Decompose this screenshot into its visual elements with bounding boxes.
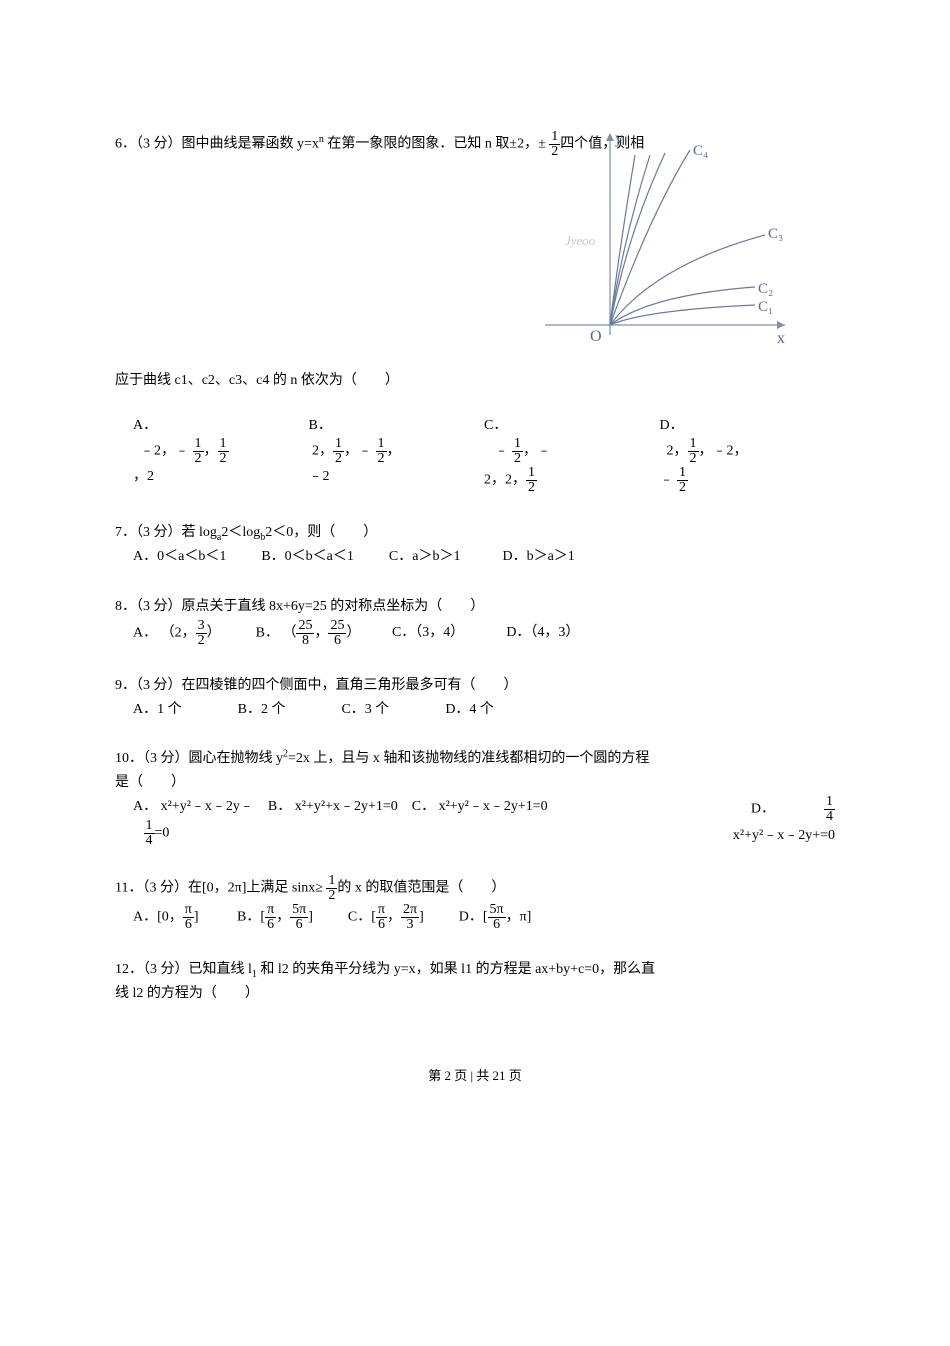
q11-opt-c: C．[π6，2π3] (348, 903, 424, 932)
q10-d-label: D． (751, 802, 775, 817)
q10-opt-c: C． x²+y²﹣x﹣2y+1=0 (412, 795, 548, 819)
q10-c-label: C． (412, 799, 435, 814)
q10-d-end: =0 (820, 828, 835, 843)
q6-text-prefix: 6．（3 分）图中曲线是幂函数 y=x (115, 137, 319, 152)
q9-opt-d: D．4 个 (445, 698, 494, 722)
q10-t2: =2x 上，且与 x 轴和该抛物线的准线都相切的一个圆的方程 (288, 751, 649, 766)
q7-t3: 2＜0，则（ ） (265, 525, 377, 540)
q8-opt-c: C．（3，4） (392, 621, 464, 645)
label-c1: C₁ (758, 299, 773, 315)
label-c2: C₂ (758, 281, 773, 297)
question-10: 10．（3 分）圆心在抛物线 y2=2x 上，且与 x 轴和该抛物线的准线都相切… (115, 747, 835, 847)
q10-stem-line2: 是（ ） (115, 771, 835, 795)
curve-c1 (610, 305, 755, 325)
q10-options: A． x²+y²﹣x﹣2y﹣ 14=0 B． x²+y²+x﹣2y+1=0 C．… (115, 795, 835, 848)
question-7: 7．（3 分）若 loga2＜logb2＜0，则（ ） A．0＜a＜b＜1 B．… (115, 521, 835, 569)
origin-label: O (590, 328, 602, 345)
q9-stem: 9．（3 分）在四棱锥的四个侧面中，直角三角形最多可有（ ） (115, 674, 835, 698)
q11-frac: 12 (326, 874, 337, 903)
y-axis-label: y (615, 130, 623, 147)
q10-a-end: =0 (155, 825, 170, 840)
q8-stem: 8．（3 分）原点关于直线 8x+6y=25 的对称点坐标为（ ） (115, 595, 835, 619)
q7-options: A．0＜a＜b＜1 B．0＜b＜a＜1 C．a＞b＞1 D．b＞a＞1 (115, 545, 835, 569)
q7-stem: 7．（3 分）若 loga2＜logb2＜0，则（ ） (115, 521, 835, 545)
q8-opt-d: D．（4，3） (506, 621, 579, 645)
q7-opt-c: C．a＞b＞1 (389, 545, 461, 569)
q11-c-label: C． (348, 909, 371, 924)
q7-opt-d: D．b＞a＞1 (502, 545, 574, 569)
q6-b-label: B． (309, 418, 332, 433)
question-6: 6．（3 分）图中曲线是幂函数 y=xn 在第一象限的图象．已知 n 取±2，±… (115, 130, 835, 495)
q8-a-label: A． (133, 626, 157, 641)
label-c3: C₃ (768, 226, 783, 242)
q8-b-label: B． (256, 626, 279, 641)
q10-b-text: x²+y²+x﹣2y+1=0 (295, 799, 398, 814)
watermark: Jyeoo (565, 233, 596, 248)
q9-opt-a: A．1 个 (133, 698, 182, 722)
q12-stem-line2: 线 l2 的方程为（ ） (115, 982, 835, 1006)
q10-a-text: x²+y²﹣x﹣2y﹣ (161, 799, 254, 814)
q10-opt-d: D． 14 x²+y²﹣x﹣2y+=0 (562, 795, 835, 848)
q10-d-text: x²+y²﹣x﹣2y+ (733, 828, 820, 843)
q11-d-label: D． (459, 909, 483, 924)
q10-opt-a: A． x²+y²﹣x﹣2y﹣ 14=0 (133, 795, 254, 848)
question-12: 12．（3 分）已知直线 l1 和 l2 的夹角平分线为 y=x，如果 l1 的… (115, 958, 835, 1006)
q11-stem: 11．（3 分）在[0，2π]上满足 sinx≥ 12的 x 的取值范围是（ ） (115, 874, 835, 903)
q6-opt-a: A． ﹣2，﹣ 12，12，2 (133, 415, 309, 495)
q6-top-block: 6．（3 分）图中曲线是幂函数 y=xn 在第一象限的图象．已知 n 取±2，±… (115, 130, 835, 415)
q7-t2: 2＜log (221, 525, 260, 540)
q11-t1: 11．（3 分）在[0，2π]上满足 sinx≥ (115, 880, 326, 895)
label-c4: C₄ (693, 143, 708, 159)
q6-c-label: C． (484, 418, 507, 433)
q6-opt-b: B． 2，12，﹣ 12，﹣2 (309, 415, 485, 495)
q9-opt-b: B．2 个 (238, 698, 286, 722)
q10-a-label: A． (133, 799, 157, 814)
q10-c-text: x²+y²﹣x﹣2y+1=0 (439, 799, 548, 814)
q8-opt-b: B． （258，256） (256, 619, 361, 648)
q7-opt-a: A．0＜a＜b＜1 (133, 545, 226, 569)
q12-t1: 12．（3 分）已知直线 l (115, 962, 252, 977)
q11-opt-b: B．[π6，5π6] (237, 903, 313, 932)
page-footer: 第 2 页 | 共 21 页 (115, 1065, 835, 1087)
q10-t1: 10．（3 分）圆心在抛物线 y (115, 751, 283, 766)
q12-stem-line1: 12．（3 分）已知直线 l1 和 l2 的夹角平分线为 y=x，如果 l1 的… (115, 958, 835, 982)
q6-a-label: A． (133, 418, 157, 433)
q11-opt-a: A．[0，π6] (133, 903, 199, 932)
question-11: 11．（3 分）在[0，2π]上满足 sinx≥ 12的 x 的取值范围是（ ）… (115, 874, 835, 932)
x-axis-label: x (777, 330, 785, 347)
q10-b-label: B． (268, 799, 291, 814)
power-function-graph: O y x Jyeoo C₁ C₂ C₃ C₄ (515, 125, 805, 375)
q7-t1: 7．（3 分）若 log (115, 525, 217, 540)
x-axis-arrow (777, 321, 785, 329)
q6-opt-d: D． 2，12，﹣2，﹣ 12 (660, 415, 836, 495)
y-axis-arrow (606, 133, 614, 141)
q7-opt-b: B．0＜b＜a＜1 (261, 545, 354, 569)
curve-c3b (610, 153, 665, 325)
q8-a-v1: 2 (175, 626, 182, 641)
q8-options: A． （2，32） B． （258，256） C．（3，4） D．（4，3） (115, 619, 835, 648)
q9-options: A．1 个 B．2 个 C．3 个 D．4 个 (115, 698, 835, 722)
question-9: 9．（3 分）在四棱锥的四个侧面中，直角三角形最多可有（ ） A．1 个 B．2… (115, 674, 835, 722)
q10-opt-b: B． x²+y²+x﹣2y+1=0 (268, 795, 398, 819)
q11-opt-d: D．[5π6，π] (459, 903, 532, 932)
q6-options: A． ﹣2，﹣ 12，12，2 B． 2，12，﹣ 12，﹣2 C． ﹣ 12，… (115, 415, 835, 495)
q11-a-label: A． (133, 909, 157, 924)
q11-b-label: B． (237, 909, 260, 924)
q6-d-label: D． (660, 418, 684, 433)
q6-opt-c: C． ﹣ 12，﹣2，2，12 (484, 415, 660, 495)
question-8: 8．（3 分）原点关于直线 8x+6y=25 的对称点坐标为（ ） A． （2，… (115, 595, 835, 648)
q11-t2: 的 x 的取值范围是（ ） (337, 880, 505, 895)
q12-t2: 和 l2 的夹角平分线为 y=x，如果 l1 的方程是 ax+by+c=0，那么… (257, 962, 655, 977)
q9-opt-c: C．3 个 (341, 698, 389, 722)
q10-stem-line1: 10．（3 分）圆心在抛物线 y2=2x 上，且与 x 轴和该抛物线的准线都相切… (115, 747, 835, 771)
q11-options: A．[0，π6] B．[π6，5π6] C．[π6，2π3] D．[5π6，π] (115, 903, 835, 932)
q8-opt-a: A． （2，32） (133, 619, 221, 648)
